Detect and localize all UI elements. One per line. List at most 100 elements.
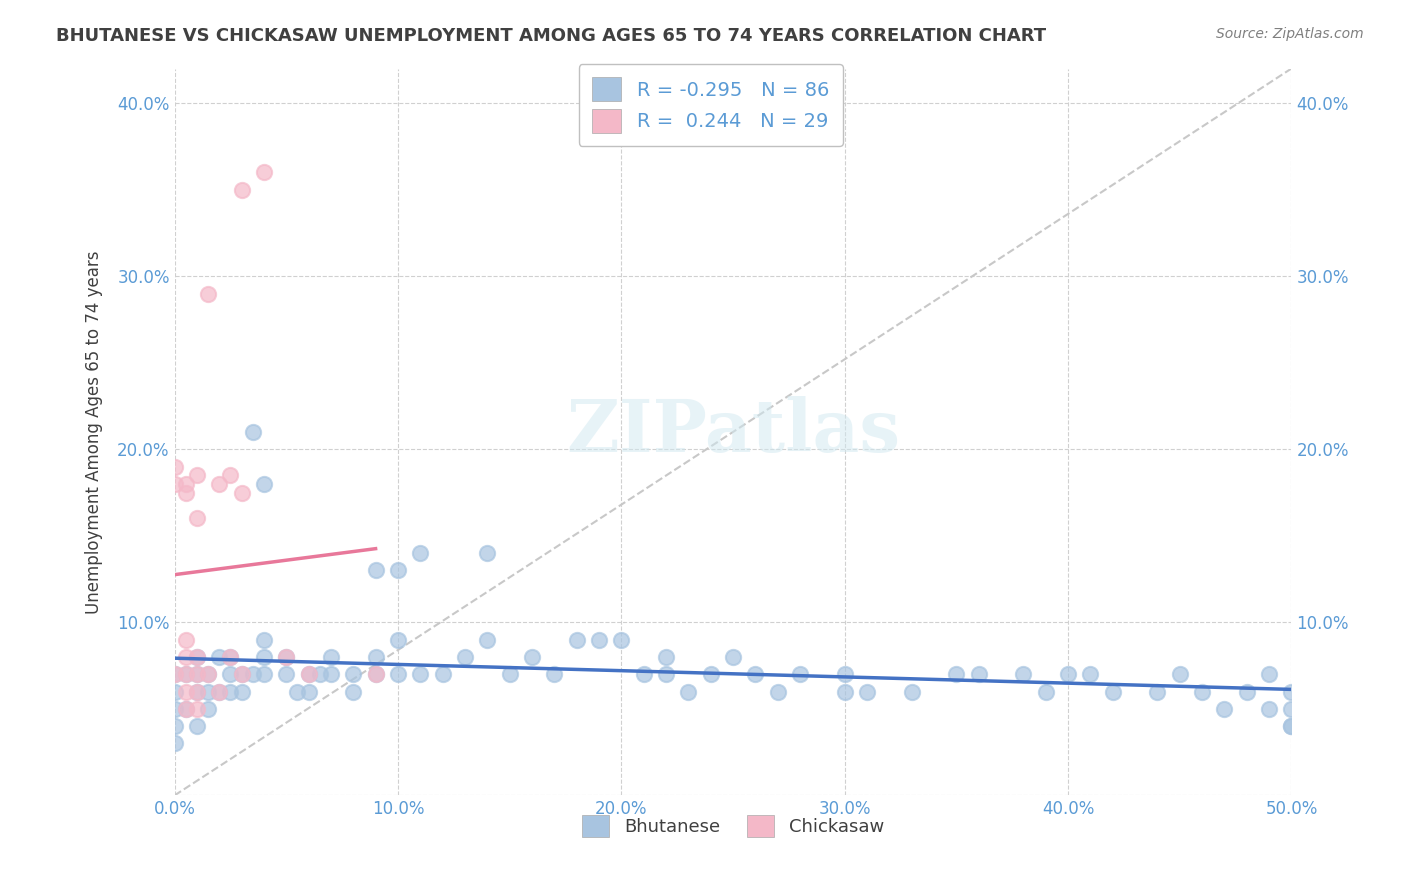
- Point: [276, 667, 298, 681]
- Point: [387, 667, 409, 681]
- Point: [197, 667, 219, 681]
- Point: [197, 684, 219, 698]
- Point: [1080, 667, 1102, 681]
- Point: [186, 468, 208, 483]
- Point: [1101, 684, 1123, 698]
- Point: [208, 476, 231, 491]
- Point: [387, 632, 409, 647]
- Point: [1146, 684, 1168, 698]
- Point: [219, 649, 242, 664]
- Point: [342, 667, 364, 681]
- Point: [186, 719, 208, 733]
- Point: [174, 667, 197, 681]
- Point: [789, 667, 811, 681]
- Point: [1057, 667, 1080, 681]
- Point: [297, 684, 319, 698]
- Point: [253, 165, 276, 179]
- Point: [276, 649, 298, 664]
- Text: ZIPatlas: ZIPatlas: [567, 396, 900, 467]
- Point: [655, 667, 678, 681]
- Point: [588, 632, 610, 647]
- Point: [766, 684, 789, 698]
- Point: [945, 667, 967, 681]
- Point: [186, 667, 208, 681]
- Text: BHUTANESE VS CHICKASAW UNEMPLOYMENT AMONG AGES 65 TO 74 YEARS CORRELATION CHART: BHUTANESE VS CHICKASAW UNEMPLOYMENT AMON…: [56, 27, 1046, 45]
- Point: [219, 468, 242, 483]
- Point: [219, 667, 242, 681]
- Point: [186, 511, 208, 525]
- Point: [477, 546, 499, 560]
- Point: [253, 632, 276, 647]
- Point: [1258, 667, 1281, 681]
- Point: [744, 667, 766, 681]
- Point: [319, 649, 342, 664]
- Point: [208, 649, 231, 664]
- Point: [297, 667, 319, 681]
- Point: [253, 476, 276, 491]
- Point: [174, 485, 197, 500]
- Point: [174, 667, 197, 681]
- Point: [231, 667, 253, 681]
- Point: [834, 684, 856, 698]
- Point: [163, 459, 186, 474]
- Point: [163, 476, 186, 491]
- Point: [174, 649, 197, 664]
- Point: [163, 736, 186, 750]
- Point: [1281, 719, 1303, 733]
- Point: [197, 702, 219, 716]
- Point: [231, 684, 253, 698]
- Point: [520, 649, 543, 664]
- Point: [364, 667, 387, 681]
- Point: [387, 563, 409, 577]
- Point: [1213, 702, 1236, 716]
- Point: [856, 684, 879, 698]
- Point: [721, 649, 744, 664]
- Point: [633, 667, 655, 681]
- Point: [186, 649, 208, 664]
- Point: [364, 649, 387, 664]
- Point: [242, 425, 264, 439]
- Point: [287, 684, 309, 698]
- Point: [253, 667, 276, 681]
- Point: [1168, 667, 1191, 681]
- Point: [242, 667, 264, 681]
- Point: [231, 667, 253, 681]
- Point: [1258, 702, 1281, 716]
- Point: [197, 286, 219, 301]
- Point: [655, 649, 678, 664]
- Point: [319, 667, 342, 681]
- Point: [967, 667, 990, 681]
- Point: [219, 684, 242, 698]
- Point: [308, 667, 330, 681]
- Point: [454, 649, 477, 664]
- Point: [219, 649, 242, 664]
- Point: [1035, 684, 1057, 698]
- Point: [432, 667, 454, 681]
- Point: [834, 667, 856, 681]
- Point: [1236, 684, 1258, 698]
- Point: [900, 684, 922, 698]
- Point: [163, 667, 186, 681]
- Point: [699, 667, 721, 681]
- Point: [678, 684, 700, 698]
- Point: [174, 632, 197, 647]
- Point: [297, 667, 319, 681]
- Point: [1281, 719, 1303, 733]
- Point: [186, 684, 208, 698]
- Point: [364, 563, 387, 577]
- Point: [342, 684, 364, 698]
- Point: [174, 702, 197, 716]
- Point: [543, 667, 565, 681]
- Point: [174, 476, 197, 491]
- Point: [186, 702, 208, 716]
- Point: [276, 649, 298, 664]
- Point: [364, 667, 387, 681]
- Point: [253, 649, 276, 664]
- Point: [610, 632, 633, 647]
- Point: [174, 684, 197, 698]
- Point: [186, 649, 208, 664]
- Point: [1191, 684, 1213, 698]
- Text: Source: ZipAtlas.com: Source: ZipAtlas.com: [1216, 27, 1364, 41]
- Point: [1281, 684, 1303, 698]
- Point: [409, 667, 432, 681]
